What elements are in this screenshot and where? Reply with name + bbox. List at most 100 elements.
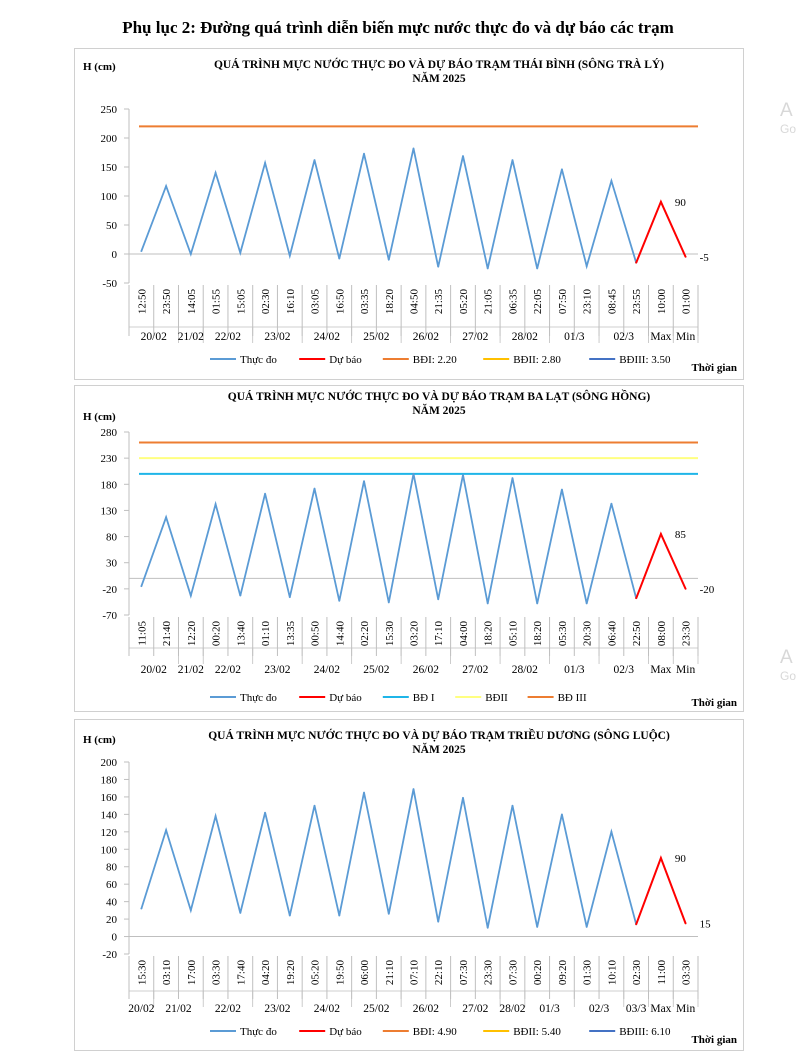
date-group-label: 02/3 (614, 664, 635, 676)
date-group-label: 28/02 (512, 664, 538, 676)
x-tick-label: 23:30 (483, 960, 495, 986)
data-point (684, 922, 687, 925)
chart-subtitle: NĂM 2025 (412, 71, 466, 85)
data-point (462, 155, 464, 157)
data-point (486, 926, 489, 929)
legend-label: Dự báo (329, 354, 362, 366)
data-point (635, 597, 638, 600)
series-line-forecast (635, 531, 687, 599)
y-tick-label: 60 (106, 879, 118, 891)
date-group-label: 22/02 (215, 1003, 241, 1015)
data-point (363, 791, 365, 794)
x-tick-label: 01:00 (681, 289, 693, 315)
data-point (313, 487, 316, 490)
y-axis-label: H (cm) (83, 411, 116, 423)
x-tick-label: 17:00 (186, 960, 198, 986)
legend-label: BĐII (485, 692, 508, 704)
x-tick-label: 02:20 (359, 621, 371, 647)
y-tick-label: 180 (101, 479, 118, 491)
legend-label: BĐI: 4.90 (413, 1026, 458, 1038)
x-tick-label: 07:50 (557, 289, 569, 315)
date-group-label: 26/02 (413, 664, 439, 676)
x-tick-label: 03:20 (409, 621, 421, 647)
x-tick-label: 19:20 (285, 960, 297, 986)
y-tick-label: -70 (102, 610, 117, 622)
y-axis-label: H (cm) (83, 61, 116, 73)
x-axis-label: Thời gian (691, 362, 737, 374)
date-group-label: 22/02 (215, 331, 241, 343)
date-group-label: 25/02 (363, 664, 389, 676)
chart-title: QUÁ TRÌNH MỰC NƯỚC THỰC ĐO VÀ DỰ BÁO TRẠ… (208, 727, 670, 742)
data-point (561, 488, 563, 491)
date-group-label: Min (676, 331, 695, 343)
x-tick-label: 20:30 (582, 621, 594, 647)
legend-label: Dự báo (329, 692, 362, 704)
date-group-label: 22/02 (215, 664, 241, 676)
x-tick-label: 00:50 (310, 621, 322, 647)
y-tick-label: -20 (102, 584, 117, 596)
x-tick-label: 07:10 (409, 960, 421, 986)
date-group-label: 25/02 (363, 1003, 389, 1015)
x-tick-label: 13:35 (285, 621, 297, 647)
date-group-label: 23/02 (264, 1003, 290, 1015)
legend-label: BĐIII: 3.50 (619, 354, 671, 366)
data-point (313, 804, 316, 807)
date-group-label: 01/3 (539, 1003, 560, 1015)
x-tick-label: 09:20 (557, 960, 569, 986)
date-group-label: 24/02 (314, 331, 340, 343)
x-tick-label: 11:00 (656, 960, 668, 985)
date-group-label: 03/3 (626, 1003, 647, 1015)
x-tick-label: 06:35 (507, 289, 519, 315)
x-tick-label: 08:00 (656, 621, 668, 647)
data-point (412, 147, 415, 150)
chart-ba-lat: QUÁ TRÌNH MỰC NƯỚC THỰC ĐO VÀ DỰ BÁO TRẠ… (83, 388, 737, 709)
watermark-letter: A (780, 647, 793, 668)
x-tick-label: 22:50 (631, 621, 643, 647)
data-point (189, 594, 192, 597)
x-tick-label: 23:10 (582, 289, 594, 315)
watermark-letter: A (780, 100, 793, 121)
data-point (264, 492, 266, 495)
data-point (585, 265, 588, 268)
x-tick-label: 00:20 (532, 960, 544, 986)
x-tick-label: 21:40 (161, 621, 173, 647)
x-tick-label: 12:20 (186, 621, 198, 647)
data-point (363, 480, 365, 483)
y-tick-label: 120 (101, 827, 118, 839)
x-tick-label: 18:20 (483, 621, 495, 647)
data-point (536, 267, 539, 270)
data-point (387, 601, 390, 604)
data-point (239, 251, 242, 254)
x-tick-label: 23:55 (631, 289, 643, 315)
x-tick-label: 10:00 (656, 289, 668, 315)
x-tick-label: 23:30 (681, 621, 693, 647)
watermark-text: Go (780, 122, 796, 136)
x-tick-label: 05:20 (458, 289, 470, 315)
chart-subtitle: NĂM 2025 (412, 403, 466, 417)
legend-label: BĐII: 2.80 (513, 354, 561, 366)
date-group-label: 21/02 (178, 331, 204, 343)
x-tick-label: 16:50 (334, 289, 346, 315)
date-group-label: Max (650, 664, 671, 676)
data-point (610, 830, 613, 833)
y-tick-label: 100 (101, 844, 118, 856)
data-point (585, 602, 588, 605)
x-tick-label: 18:20 (532, 621, 544, 647)
x-tick-label: 21:05 (483, 289, 495, 315)
y-tick-label: 250 (101, 104, 118, 116)
x-tick-label: 01:30 (582, 960, 594, 986)
x-tick-label: 10:10 (606, 960, 618, 986)
x-tick-label: 16:10 (285, 289, 297, 315)
data-point (511, 159, 514, 161)
data-point (511, 477, 514, 479)
x-tick-label: 15:30 (384, 621, 396, 647)
date-group-label: 01/3 (564, 664, 585, 676)
data-point (610, 180, 613, 182)
data-point (511, 804, 514, 807)
date-group-label: Max (650, 331, 671, 343)
data-point (165, 829, 168, 831)
x-tick-label: 07:30 (507, 960, 519, 986)
date-group-label: 02/3 (614, 331, 635, 343)
x-tick-label: 21:10 (384, 960, 396, 986)
y-tick-label: 40 (106, 897, 118, 909)
